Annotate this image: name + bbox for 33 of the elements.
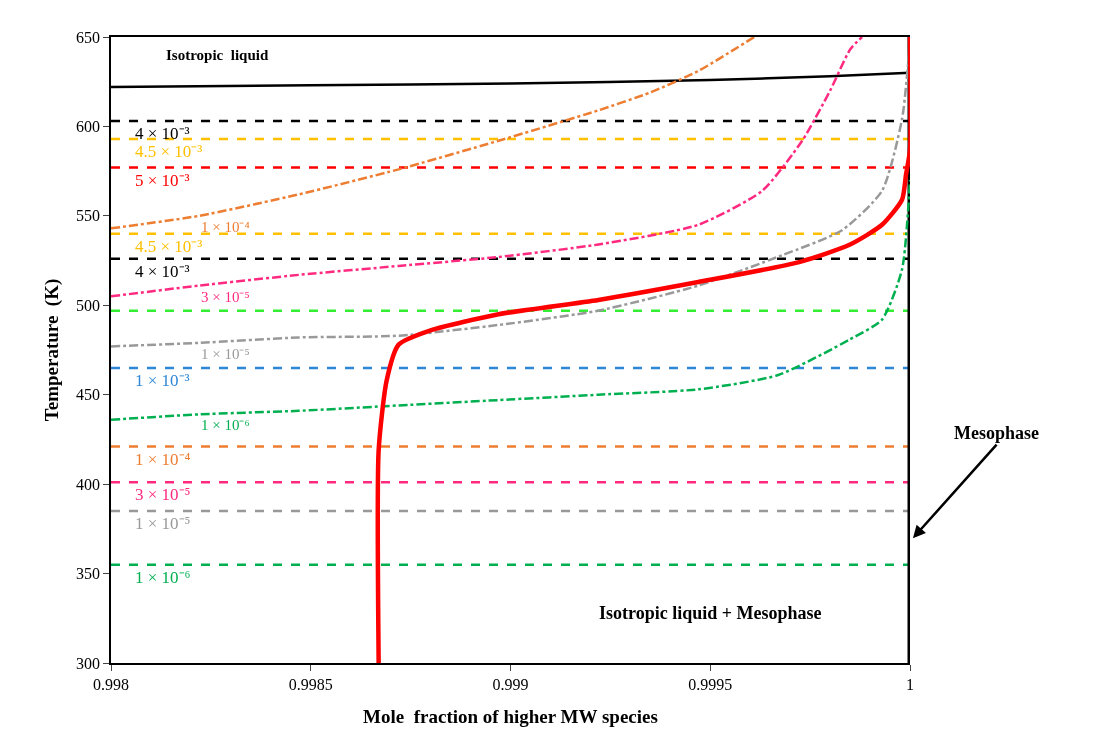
y-tick-label: 350 (76, 565, 101, 583)
ref-line-label: 4 × 10⁻³ (135, 262, 190, 281)
ref-line-label: 1 × 10⁻⁶ (135, 568, 191, 587)
y-axis-title: Temperature (K) (41, 278, 64, 422)
line-series (111, 37, 756, 230)
series-label: 3 × 10⁻⁵ (201, 289, 250, 305)
y-tick-label: 500 (76, 296, 101, 314)
y-tick-label: 650 (76, 28, 101, 46)
y-tick-label: 450 (76, 386, 101, 404)
x-tick-label: 1 (906, 675, 914, 693)
ref-line-label: 1 × 10⁻⁴ (135, 450, 191, 469)
ref-line-label: 4.5 × 10⁻³ (135, 237, 203, 256)
series-label: 1 × 10⁻⁶ (201, 417, 250, 433)
x-tick-label: 0.9985 (288, 675, 333, 693)
x-tick-label: 0.999 (492, 675, 529, 693)
ref-line-label: 4.5 × 10⁻³ (135, 142, 203, 161)
ref-line-label: 5 × 10⁻³ (135, 171, 190, 190)
y-tick-label: 550 (76, 207, 101, 225)
ref-line-label: 1 × 10⁻⁵ (135, 514, 191, 533)
series-label: 1 × 10⁻⁵ (201, 346, 250, 362)
x-tick-label: 0.9995 (688, 675, 733, 693)
annotation: Isotropic liquid (166, 47, 269, 63)
x-axis-title: Mole fraction of higher MW species (363, 706, 658, 728)
series-label: 1 × 10⁻⁴ (201, 219, 250, 235)
y-tick-label: 600 (76, 118, 101, 136)
text: Mesophase (954, 423, 1040, 443)
annotation: Isotropic liquid + Mesophase (599, 603, 822, 623)
ref-line-label: 4 × 10⁻³ (135, 124, 190, 143)
ref-line-label: 1 × 10⁻³ (135, 371, 190, 390)
ref-line-label: 3 × 10⁻⁵ (135, 485, 191, 504)
y-tick-label: 300 (76, 654, 101, 672)
y-tick-label: 400 (76, 475, 101, 493)
x-tick-label: 0.998 (93, 675, 129, 693)
